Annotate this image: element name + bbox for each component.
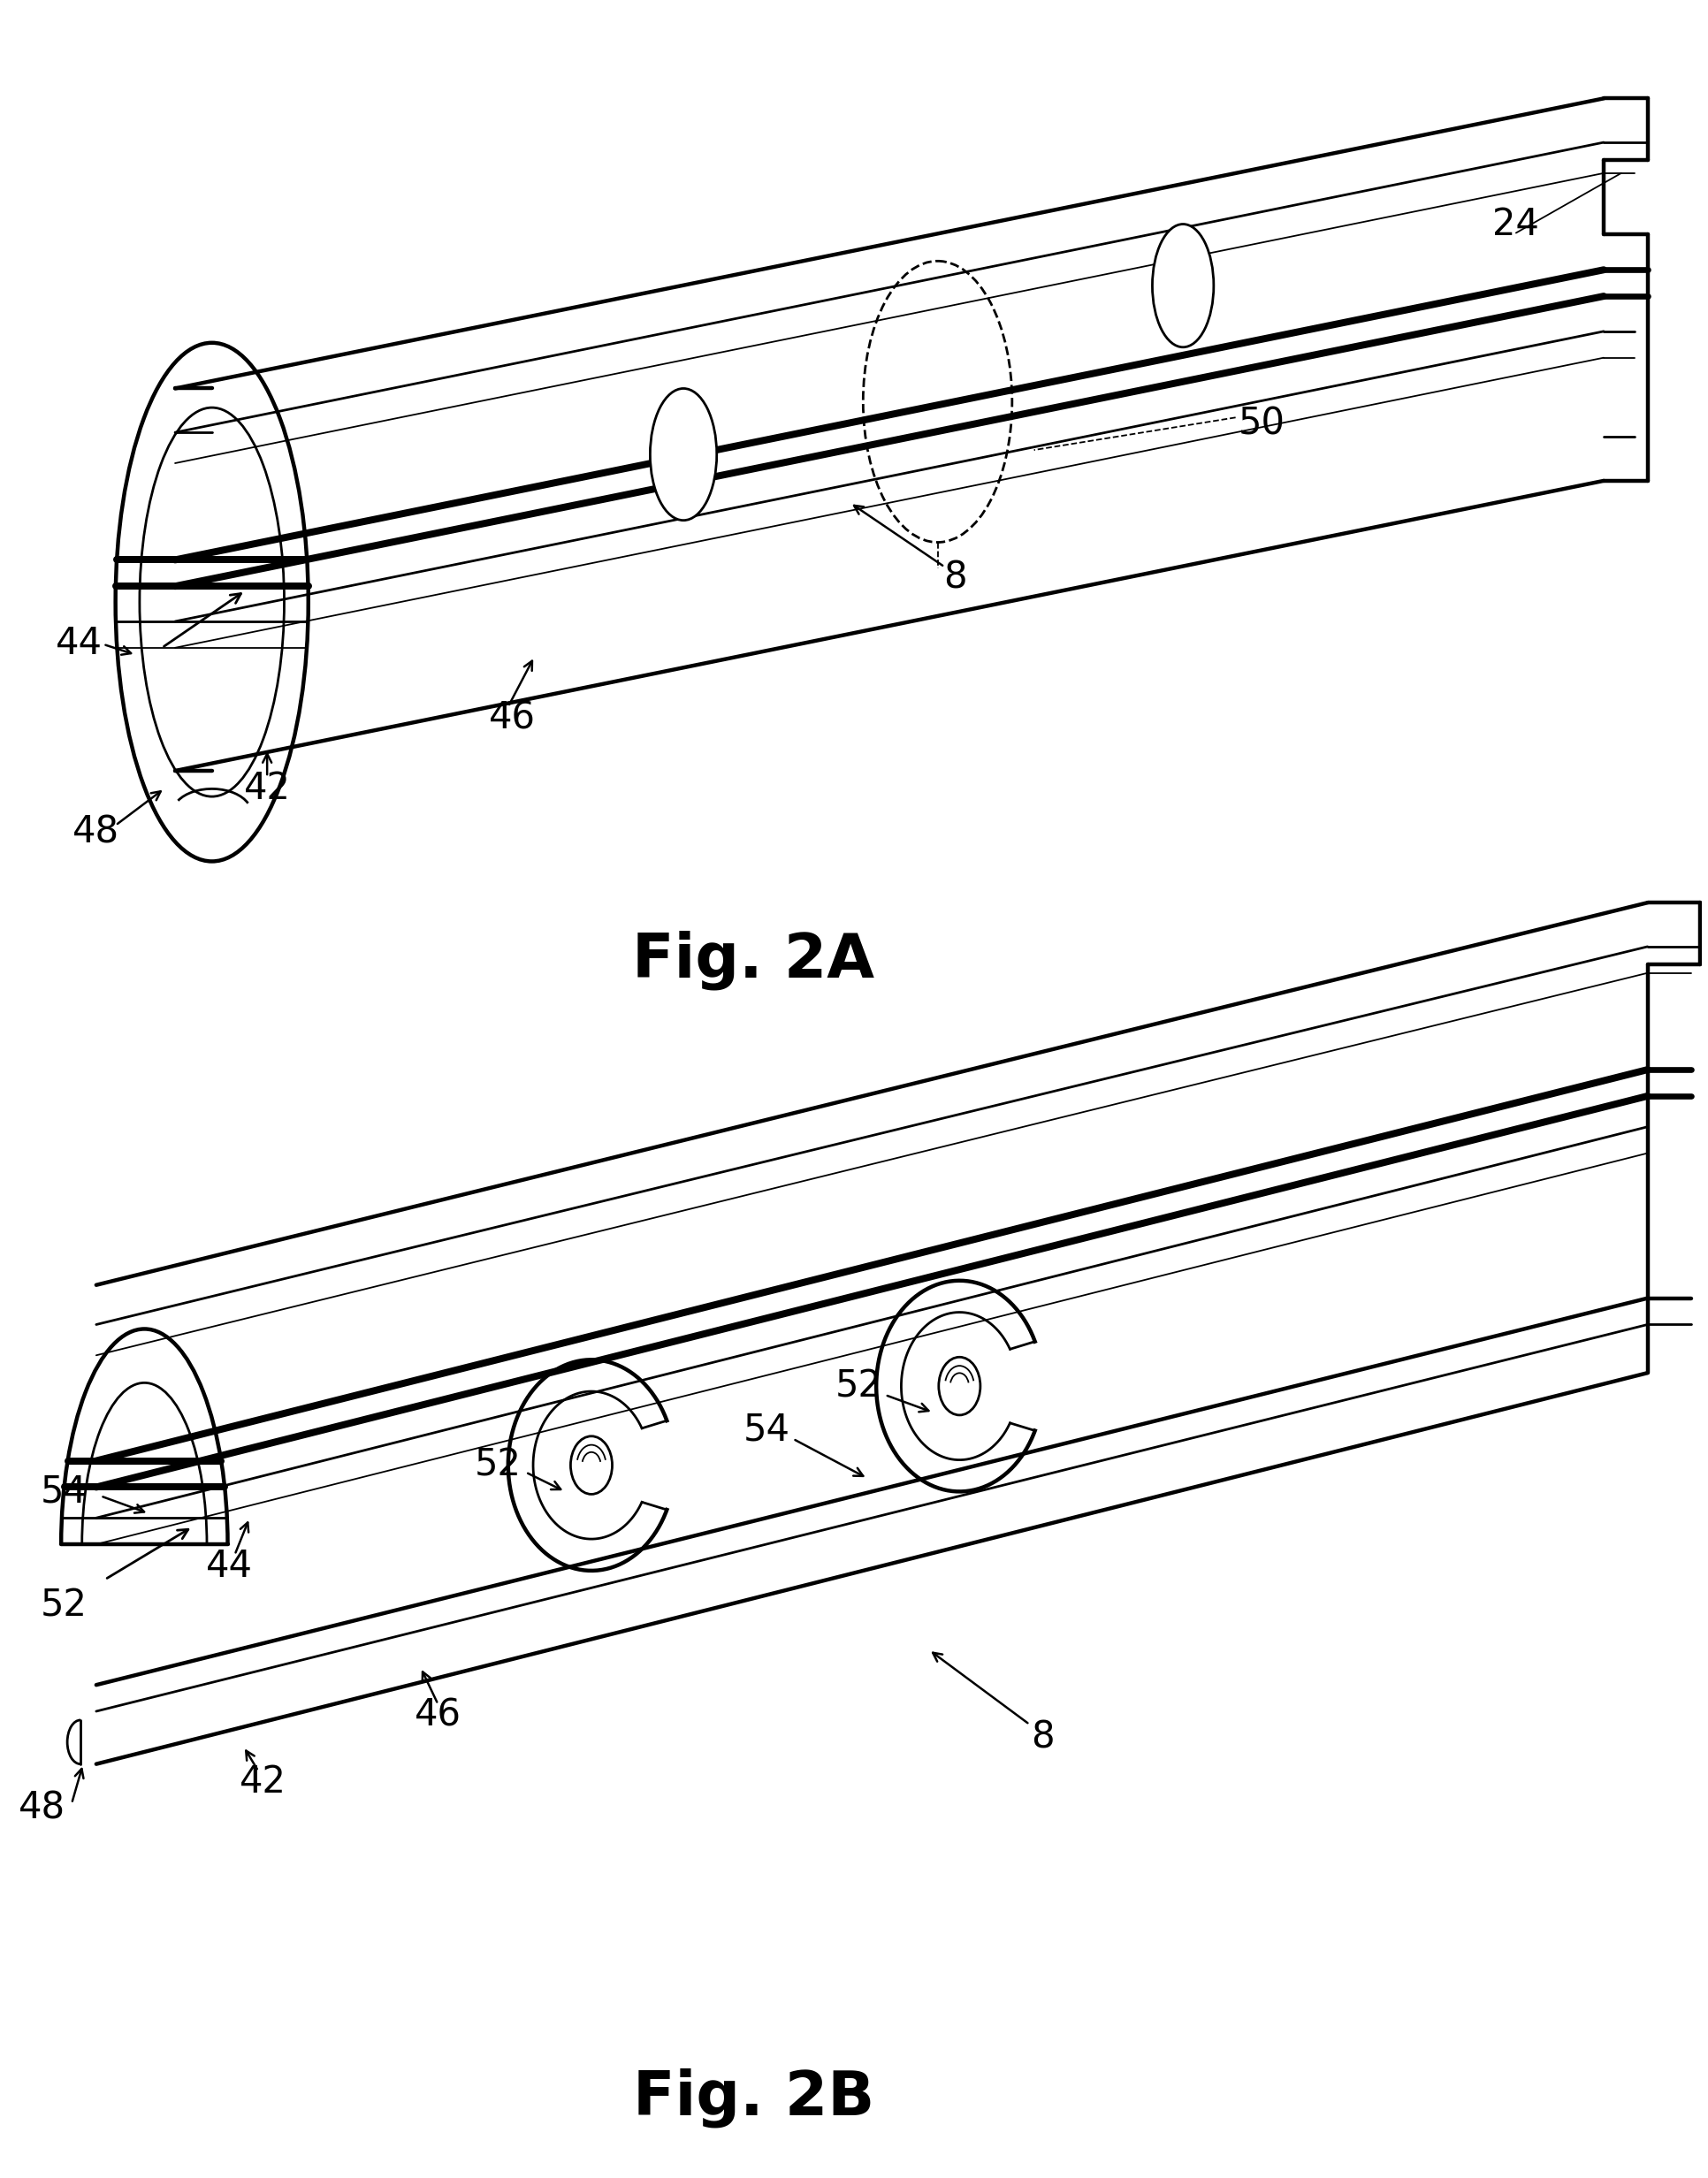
Text: 54: 54: [41, 1472, 87, 1509]
Ellipse shape: [1153, 224, 1214, 346]
Ellipse shape: [651, 388, 717, 521]
Ellipse shape: [570, 1435, 611, 1494]
Text: 52: 52: [41, 1588, 87, 1625]
Text: 42: 42: [239, 1762, 287, 1801]
Text: Fig. 2A: Fig. 2A: [632, 930, 874, 989]
Text: 46: 46: [488, 699, 536, 736]
Text: 48: 48: [19, 1790, 65, 1827]
Text: 48: 48: [73, 815, 120, 852]
Text: 44: 44: [207, 1549, 253, 1586]
Text: 50: 50: [1238, 405, 1286, 442]
Text: 42: 42: [244, 769, 290, 808]
Text: 54: 54: [743, 1411, 791, 1448]
Text: Fig. 2B: Fig. 2B: [632, 2069, 874, 2128]
Text: 8: 8: [943, 560, 967, 597]
Text: 46: 46: [415, 1697, 461, 1734]
Ellipse shape: [939, 1357, 980, 1416]
Text: 24: 24: [1493, 205, 1539, 242]
Text: 44: 44: [55, 625, 102, 662]
Text: 52: 52: [475, 1446, 521, 1483]
Text: 52: 52: [835, 1368, 881, 1405]
Text: 8: 8: [1032, 1718, 1054, 1755]
